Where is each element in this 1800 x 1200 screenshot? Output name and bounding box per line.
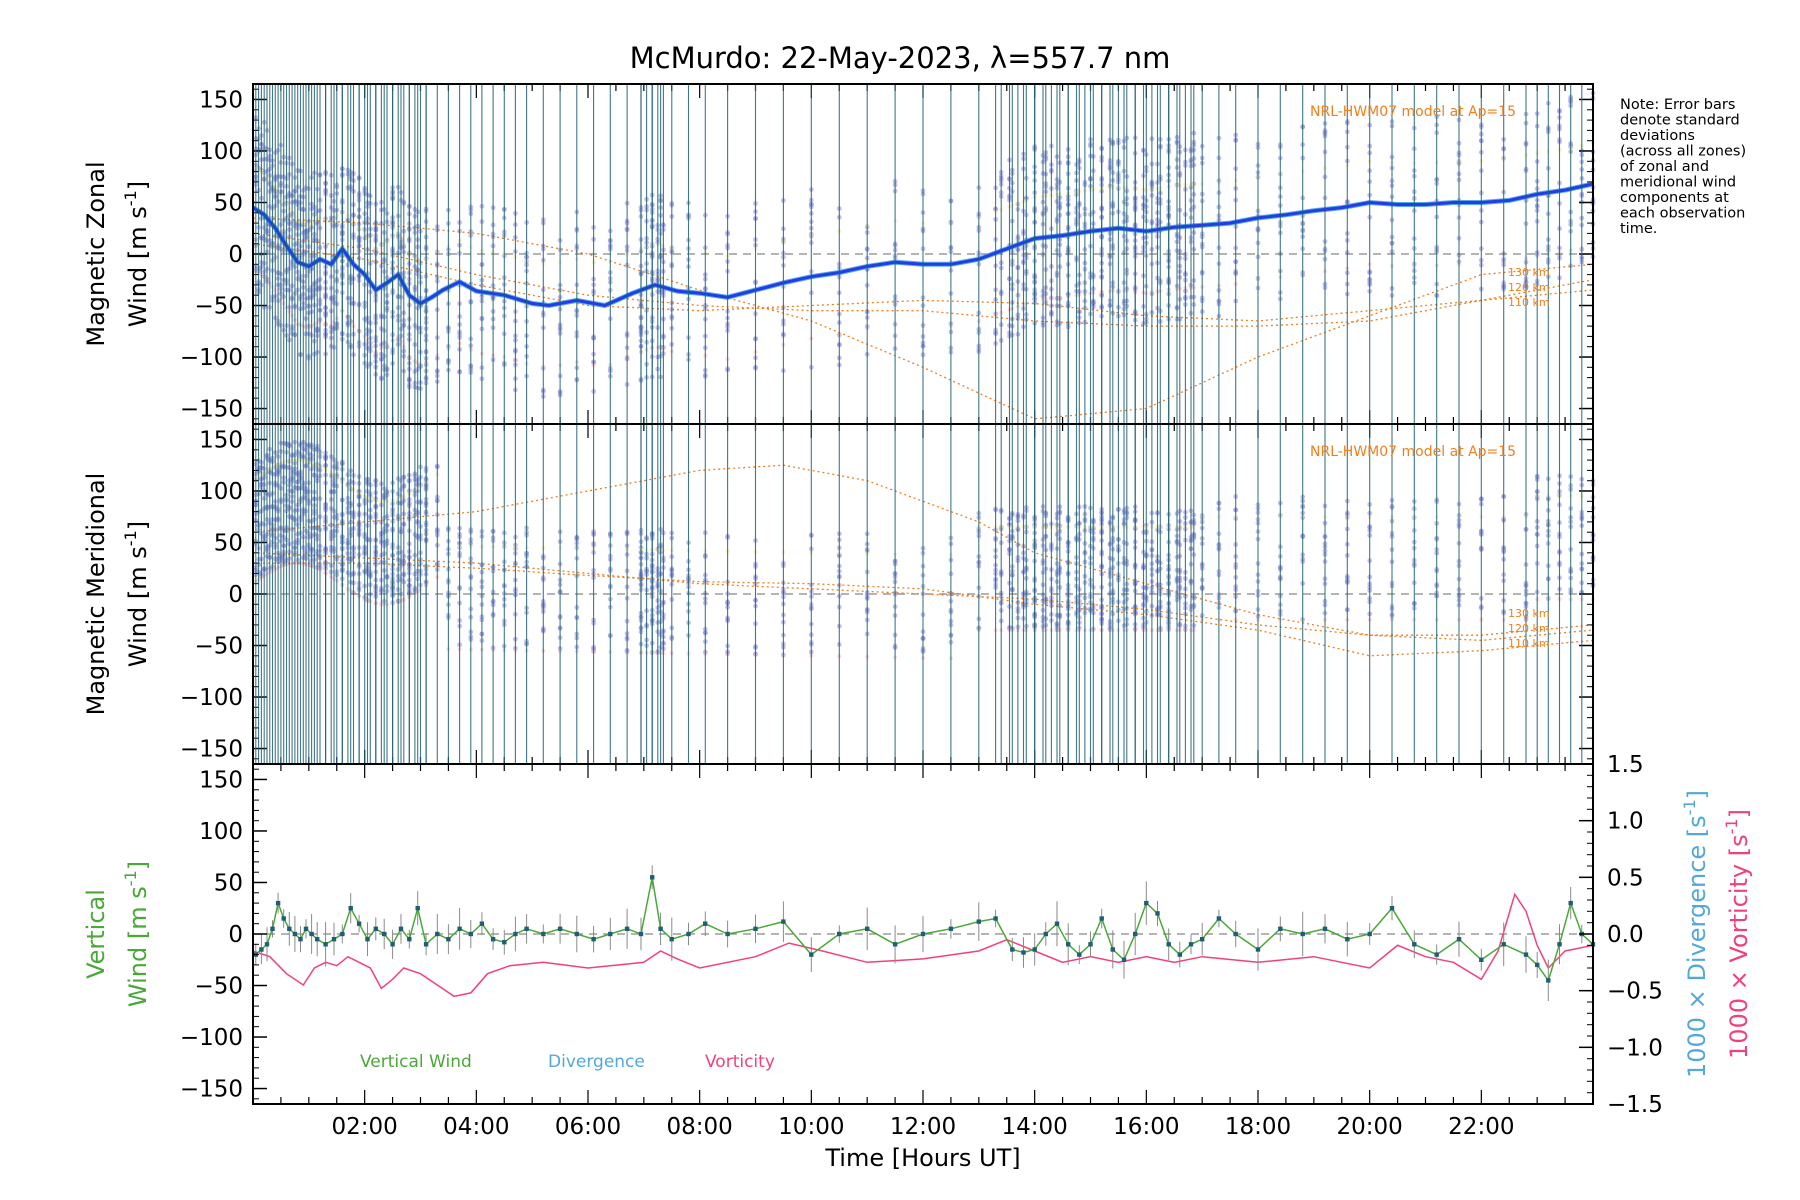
- chart-title: McMurdo: 22-May-2023, λ=557.7 nm: [630, 41, 1171, 75]
- y-tick-label: −50: [194, 294, 243, 320]
- y-tick-label: 50: [214, 190, 243, 216]
- y-tick-label: 150: [199, 87, 243, 113]
- y-tick-label: −150: [180, 397, 243, 423]
- y-tick-label: 100: [199, 139, 243, 165]
- y-tick-label: 0: [228, 242, 243, 268]
- y-tick-label: −100: [180, 345, 243, 371]
